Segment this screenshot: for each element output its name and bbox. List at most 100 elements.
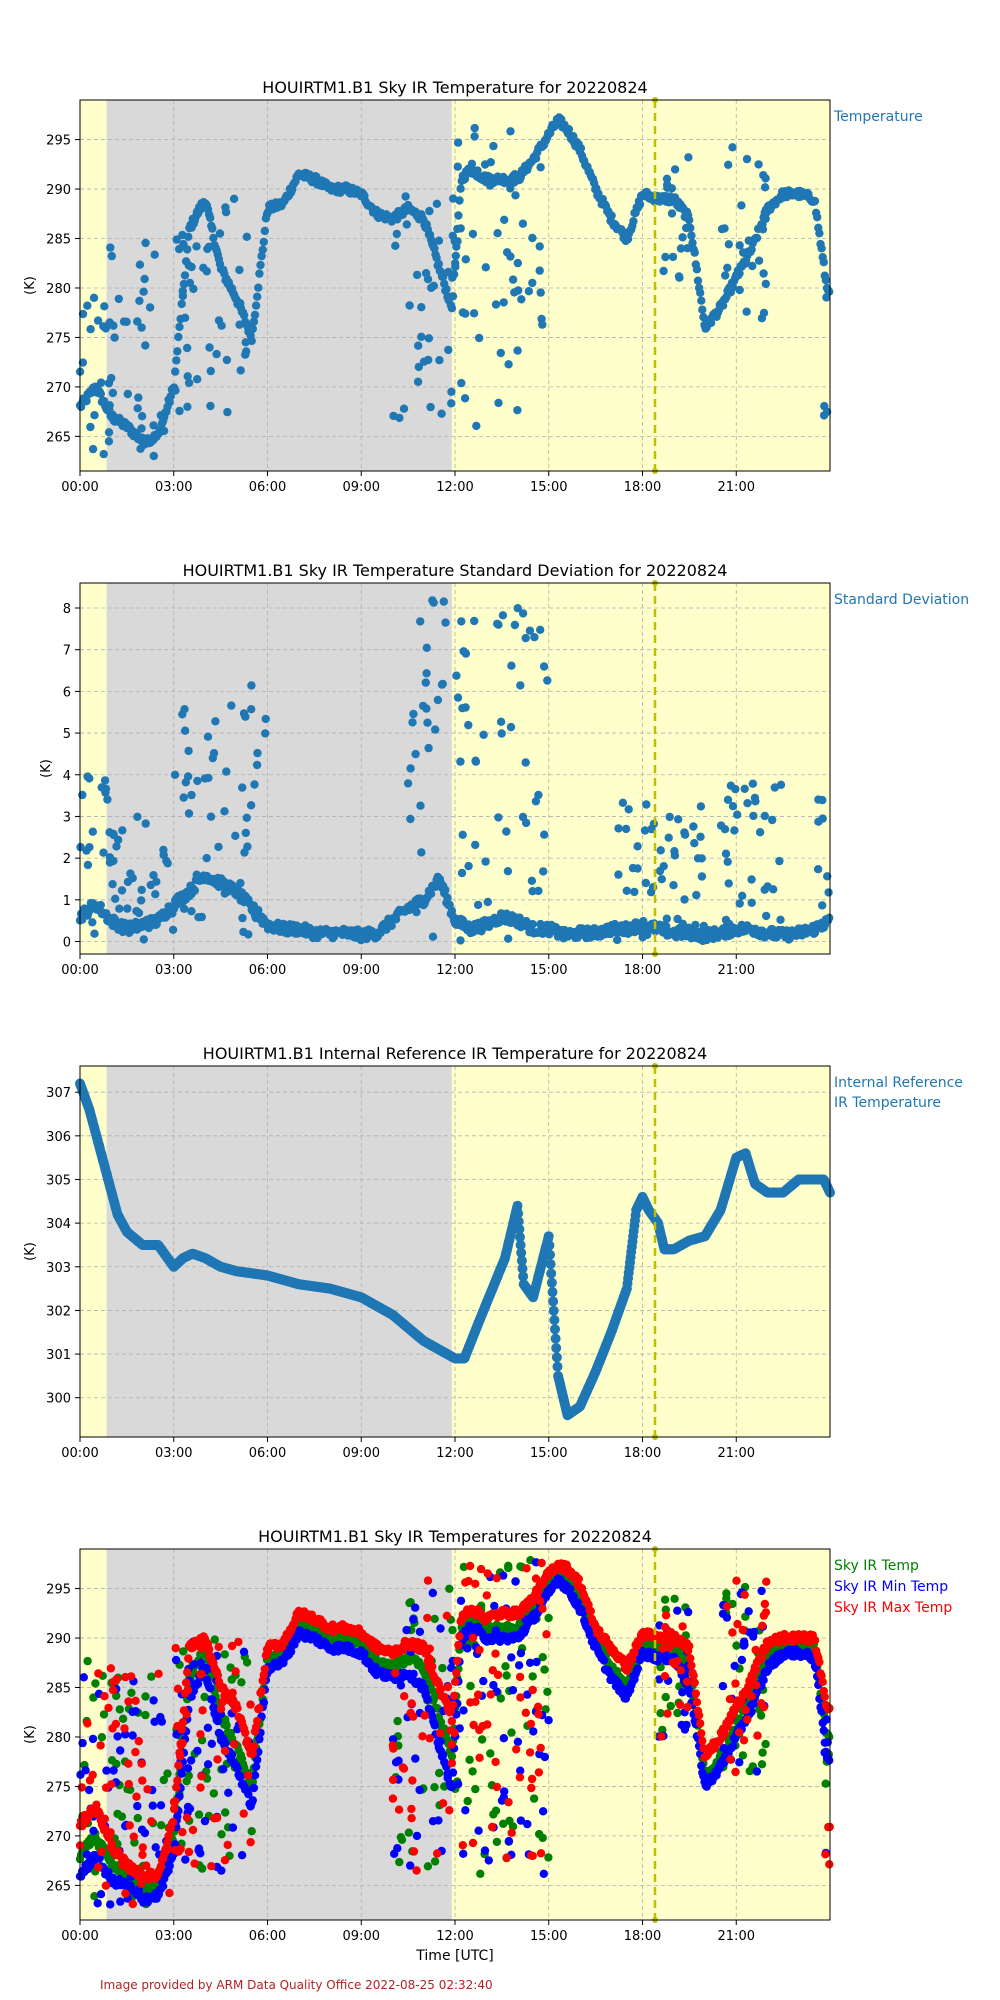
data-point (416, 801, 425, 810)
chart-panel-4: 00:00 03:00 06:00 09:00 12:00 15:00 18:00 21:00… (23, 1527, 952, 1964)
data-point (259, 237, 268, 247)
data-point (157, 1821, 166, 1830)
data-point (565, 1584, 575, 1594)
data-point (471, 756, 480, 765)
data-point (502, 248, 512, 257)
data-point (528, 233, 537, 243)
data-point (78, 790, 87, 800)
data-point (470, 132, 479, 141)
data-point (221, 203, 230, 212)
data-point (217, 1830, 226, 1839)
data-point (642, 800, 651, 809)
data-point (810, 196, 820, 206)
data-point (624, 805, 633, 814)
data-point (424, 743, 433, 753)
data-point (549, 1315, 560, 1325)
data-point (454, 211, 463, 220)
data-point (81, 1766, 90, 1775)
data-point (360, 1649, 369, 1658)
data-point (137, 323, 146, 332)
data-point (399, 404, 409, 413)
data-point (193, 776, 202, 786)
data-point (108, 388, 118, 398)
data-point (755, 828, 765, 837)
data-point (747, 875, 756, 884)
data-point (818, 795, 827, 805)
data-point (756, 1711, 766, 1720)
data-point (516, 681, 525, 690)
chart-panel-3: 00:00 03:00 06:00 09:00 12:00 15:00 18:00 21:00… (23, 1044, 963, 1461)
data-point (106, 1900, 115, 1909)
data-point (768, 815, 777, 825)
data-point (743, 799, 752, 808)
data-point (693, 276, 703, 285)
data-point (424, 334, 434, 343)
data-point (551, 1352, 562, 1363)
data-point (412, 907, 421, 917)
data-point (438, 1750, 448, 1760)
data-point (720, 825, 730, 834)
data-point (540, 830, 549, 839)
shade-band (451, 583, 830, 954)
data-point (111, 894, 120, 903)
data-point (496, 348, 505, 358)
data-point (136, 444, 145, 453)
data-point (483, 897, 492, 907)
data-point (599, 1656, 609, 1665)
x-tick-label: 12:00 (436, 480, 473, 495)
data-point (128, 1707, 137, 1717)
data-point (682, 223, 691, 233)
x-tick-label: 06:00 (249, 963, 286, 978)
data-point (449, 194, 458, 203)
data-point (137, 412, 147, 421)
data-point (749, 811, 758, 821)
data-point (253, 292, 262, 301)
data-point (762, 911, 771, 921)
data-point (104, 428, 114, 437)
data-point (759, 171, 768, 180)
data-point (212, 349, 221, 359)
data-point (427, 283, 436, 292)
data-point (496, 717, 506, 726)
data-point (468, 1767, 477, 1776)
data-point (146, 438, 155, 447)
data-point (184, 746, 193, 756)
x-tick-label: 00:00 (61, 480, 98, 495)
data-point (470, 123, 479, 133)
data-point (257, 251, 266, 261)
x-tick-label: 12:00 (436, 1446, 473, 1461)
data-point (236, 1772, 245, 1781)
data-point (133, 1813, 142, 1823)
data-point (247, 1827, 256, 1836)
data-point (576, 144, 586, 153)
data-point (173, 347, 182, 356)
data-point (457, 378, 466, 388)
data-point (141, 238, 150, 248)
data-point (83, 1656, 92, 1666)
data-point (728, 1742, 738, 1751)
data-point (476, 1869, 485, 1879)
data-point (615, 927, 624, 937)
data-point (633, 1664, 642, 1673)
data-point (107, 373, 116, 383)
data-point (113, 1809, 122, 1819)
data-point (142, 1892, 151, 1901)
data-point (456, 936, 465, 945)
data-point (423, 718, 432, 727)
data-point (194, 913, 203, 922)
data-point (221, 1808, 230, 1817)
data-point (503, 867, 513, 876)
data-point (199, 263, 208, 272)
x-tick-label: 06:00 (249, 480, 286, 495)
data-point (510, 288, 519, 297)
data-point (698, 305, 707, 314)
data-point (150, 250, 159, 259)
data-point (424, 355, 433, 365)
data-point (180, 313, 190, 322)
data-point (740, 784, 749, 793)
data-point (238, 783, 247, 792)
x-tick-label: 03:00 (155, 1446, 192, 1461)
data-point (659, 862, 668, 871)
data-point (239, 311, 249, 320)
data-point (622, 886, 631, 895)
